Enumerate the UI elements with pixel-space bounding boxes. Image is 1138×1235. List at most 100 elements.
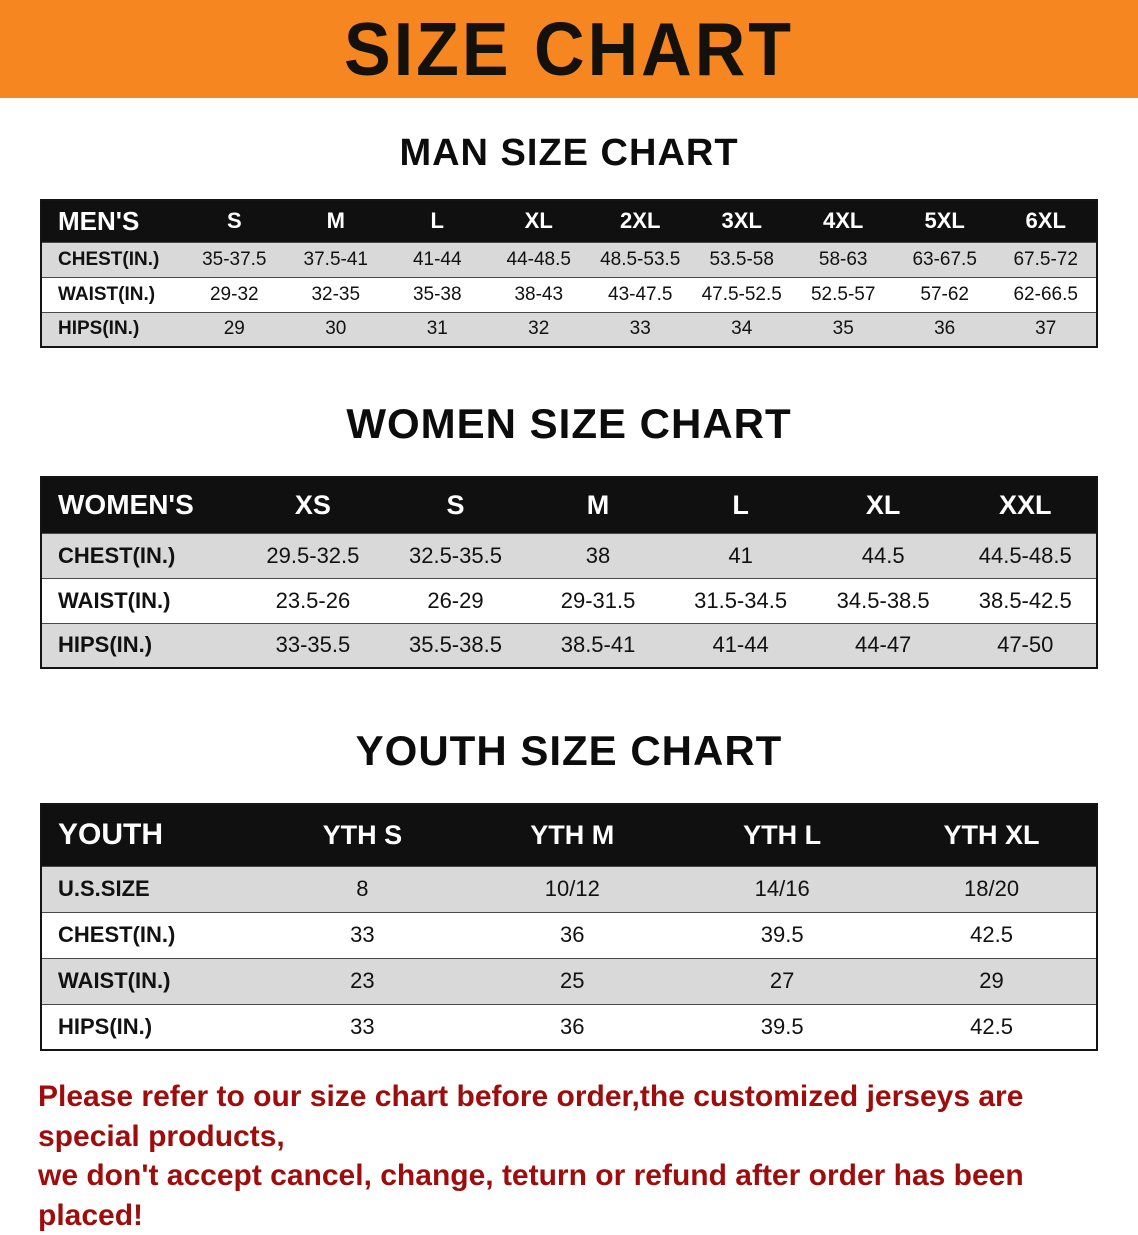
youth-table-wrap: YOUTH YTH S YTH M YTH L YTH XL U.S.SIZE 8 10/12… xyxy=(0,803,1138,1051)
column-header: 2XL xyxy=(589,200,691,242)
column-header: 3XL xyxy=(690,200,793,242)
table-cell: 35 xyxy=(792,311,894,347)
disclaimer-line-2: we don't accept cancel, change, teturn o… xyxy=(38,1159,1024,1232)
table-cell: 42.5 xyxy=(887,911,1097,958)
column-header: XL xyxy=(811,477,955,533)
table-cell: 47.5-52.5 xyxy=(690,276,793,312)
table-cell: 35-37.5 xyxy=(183,241,286,277)
row-label: CHEST(IN.) xyxy=(41,532,242,578)
table-cell: 35.5-38.5 xyxy=(384,622,527,668)
table-cell: 57-62 xyxy=(893,276,996,312)
table-cell: 31.5-34.5 xyxy=(669,577,812,623)
column-header: L xyxy=(669,477,812,533)
table-cell: 38.5-42.5 xyxy=(954,577,1097,623)
table-cell: 63-67.5 xyxy=(893,241,996,277)
disclaimer: Please refer to our size chart before or… xyxy=(0,1077,1138,1235)
table-cell: 29 xyxy=(183,311,286,347)
women-size-table: WOMEN'S XS S M L XL XXL CHEST(IN.) 29.5-32.5 32.5… xyxy=(40,476,1098,669)
column-header: YTH XL xyxy=(887,804,1097,866)
table-cell: 37.5-41 xyxy=(285,241,387,277)
table-cell: 41-44 xyxy=(386,241,488,277)
table-cell: 67.5-72 xyxy=(995,241,1097,277)
table-corner-label: MEN'S xyxy=(41,200,184,242)
table-cell: 32-35 xyxy=(285,276,387,312)
row-label: CHEST(IN.) xyxy=(41,241,184,277)
man-size-chart-heading: MAN SIZE CHART xyxy=(399,132,739,174)
row-label: WAIST(IN.) xyxy=(41,957,258,1004)
table-cell: 33 xyxy=(589,311,691,347)
table-cell: 36 xyxy=(467,911,678,958)
men-table-wrap: MEN'S S M L XL 2XL 3XL 4XL 5XL 6XL CHEST(IN.) 35-37… xyxy=(0,199,1138,348)
table-cell: 44-47 xyxy=(811,622,955,668)
table-cell: 33-35.5 xyxy=(241,622,385,668)
table-cell: 32 xyxy=(488,311,590,347)
table-header-row: MEN'S S M L XL 2XL 3XL 4XL 5XL 6XL xyxy=(41,200,1097,242)
column-header: XL xyxy=(488,200,590,242)
column-header: M xyxy=(285,200,387,242)
column-header: M xyxy=(526,477,670,533)
table-cell: 33 xyxy=(257,911,468,958)
women-table-wrap: WOMEN'S XS S M L XL XXL CHEST(IN.) 29.5-32.5 32.5… xyxy=(0,476,1138,669)
column-header: S xyxy=(384,477,527,533)
table-cell: 41 xyxy=(669,532,812,578)
size-chart-title: SIZE CHART xyxy=(344,6,794,92)
table-cell: 33 xyxy=(257,1003,468,1050)
youth-size-table: YOUTH YTH S YTH M YTH L YTH XL U.S.SIZE 8 10/12… xyxy=(40,803,1098,1051)
table-cell: 37 xyxy=(995,311,1097,347)
row-label: HIPS(IN.) xyxy=(41,311,184,347)
column-header: S xyxy=(183,200,286,242)
table-corner-label: WOMEN'S xyxy=(41,477,242,533)
table-cell: 52.5-57 xyxy=(792,276,894,312)
table-row: WAIST(IN.) 29-32 32-35 35-38 38-43 43-47.5 47.… xyxy=(41,276,1097,312)
row-label: WAIST(IN.) xyxy=(41,577,242,623)
table-cell: 38.5-41 xyxy=(526,622,670,668)
table-cell: 29 xyxy=(887,957,1097,1004)
youth-size-chart-heading: YOUTH SIZE CHART xyxy=(355,727,783,774)
table-cell: 10/12 xyxy=(467,865,678,912)
table-corner-label: YOUTH xyxy=(41,804,258,866)
table-cell: 36 xyxy=(893,311,996,347)
table-cell: 29.5-32.5 xyxy=(241,532,385,578)
table-row: U.S.SIZE 8 10/12 14/16 18/20 xyxy=(41,865,1097,912)
table-cell: 23 xyxy=(257,957,468,1004)
table-cell: 47-50 xyxy=(954,622,1097,668)
table-cell: 38 xyxy=(526,532,670,578)
row-label: CHEST(IN.) xyxy=(41,911,258,958)
table-cell: 8 xyxy=(257,865,468,912)
table-cell: 39.5 xyxy=(677,1003,888,1050)
table-row: CHEST(IN.) 33 36 39.5 42.5 xyxy=(41,911,1097,958)
table-cell: 29-31.5 xyxy=(526,577,670,623)
table-cell: 29-32 xyxy=(183,276,286,312)
table-header-row: WOMEN'S XS S M L XL XXL xyxy=(41,477,1097,533)
row-label: U.S.SIZE xyxy=(41,865,258,912)
column-header: XS xyxy=(241,477,385,533)
column-header: YTH S xyxy=(257,804,468,866)
table-row: WAIST(IN.) 23 25 27 29 xyxy=(41,957,1097,1004)
men-size-table: MEN'S S M L XL 2XL 3XL 4XL 5XL 6XL CHEST(IN.) 35-37… xyxy=(40,199,1098,348)
table-row: HIPS(IN.) 33 36 39.5 42.5 xyxy=(41,1003,1097,1050)
disclaimer-line-1: Please refer to our size chart before or… xyxy=(38,1080,1024,1153)
table-cell: 42.5 xyxy=(887,1003,1097,1050)
table-row: WAIST(IN.) 23.5-26 26-29 29-31.5 31.5-34.5 34… xyxy=(41,577,1097,623)
table-cell: 30 xyxy=(285,311,387,347)
column-header: 6XL xyxy=(995,200,1097,242)
table-cell: 25 xyxy=(467,957,678,1004)
table-cell: 18/20 xyxy=(887,865,1097,912)
table-cell: 27 xyxy=(677,957,888,1004)
table-cell: 44-48.5 xyxy=(488,241,590,277)
table-cell: 23.5-26 xyxy=(241,577,385,623)
size-chart-banner: SIZE CHART xyxy=(0,0,1138,98)
table-cell: 14/16 xyxy=(677,865,888,912)
table-cell: 39.5 xyxy=(677,911,888,958)
column-header: YTH L xyxy=(677,804,888,866)
table-cell: 62-66.5 xyxy=(995,276,1097,312)
column-header: L xyxy=(386,200,488,242)
table-cell: 44.5 xyxy=(811,532,955,578)
table-row: HIPS(IN.) 29 30 31 32 33 34 35 36 37 xyxy=(41,311,1097,347)
table-cell: 44.5-48.5 xyxy=(954,532,1097,578)
row-label: HIPS(IN.) xyxy=(41,622,242,668)
table-cell: 26-29 xyxy=(384,577,527,623)
table-cell: 48.5-53.5 xyxy=(589,241,691,277)
table-cell: 31 xyxy=(386,311,488,347)
women-size-chart-heading: WOMEN SIZE CHART xyxy=(346,400,792,447)
